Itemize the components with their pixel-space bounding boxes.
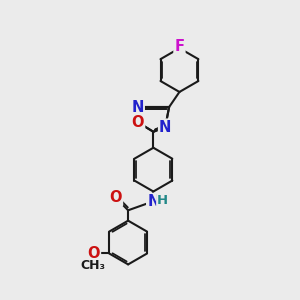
Text: O: O [132, 115, 144, 130]
Text: N: N [131, 100, 144, 115]
Text: O: O [88, 246, 100, 261]
Text: CH₃: CH₃ [81, 259, 106, 272]
Text: N: N [159, 120, 171, 135]
Text: O: O [110, 190, 122, 205]
Text: N: N [147, 194, 160, 209]
Text: F: F [174, 39, 184, 54]
Text: H: H [157, 194, 168, 207]
